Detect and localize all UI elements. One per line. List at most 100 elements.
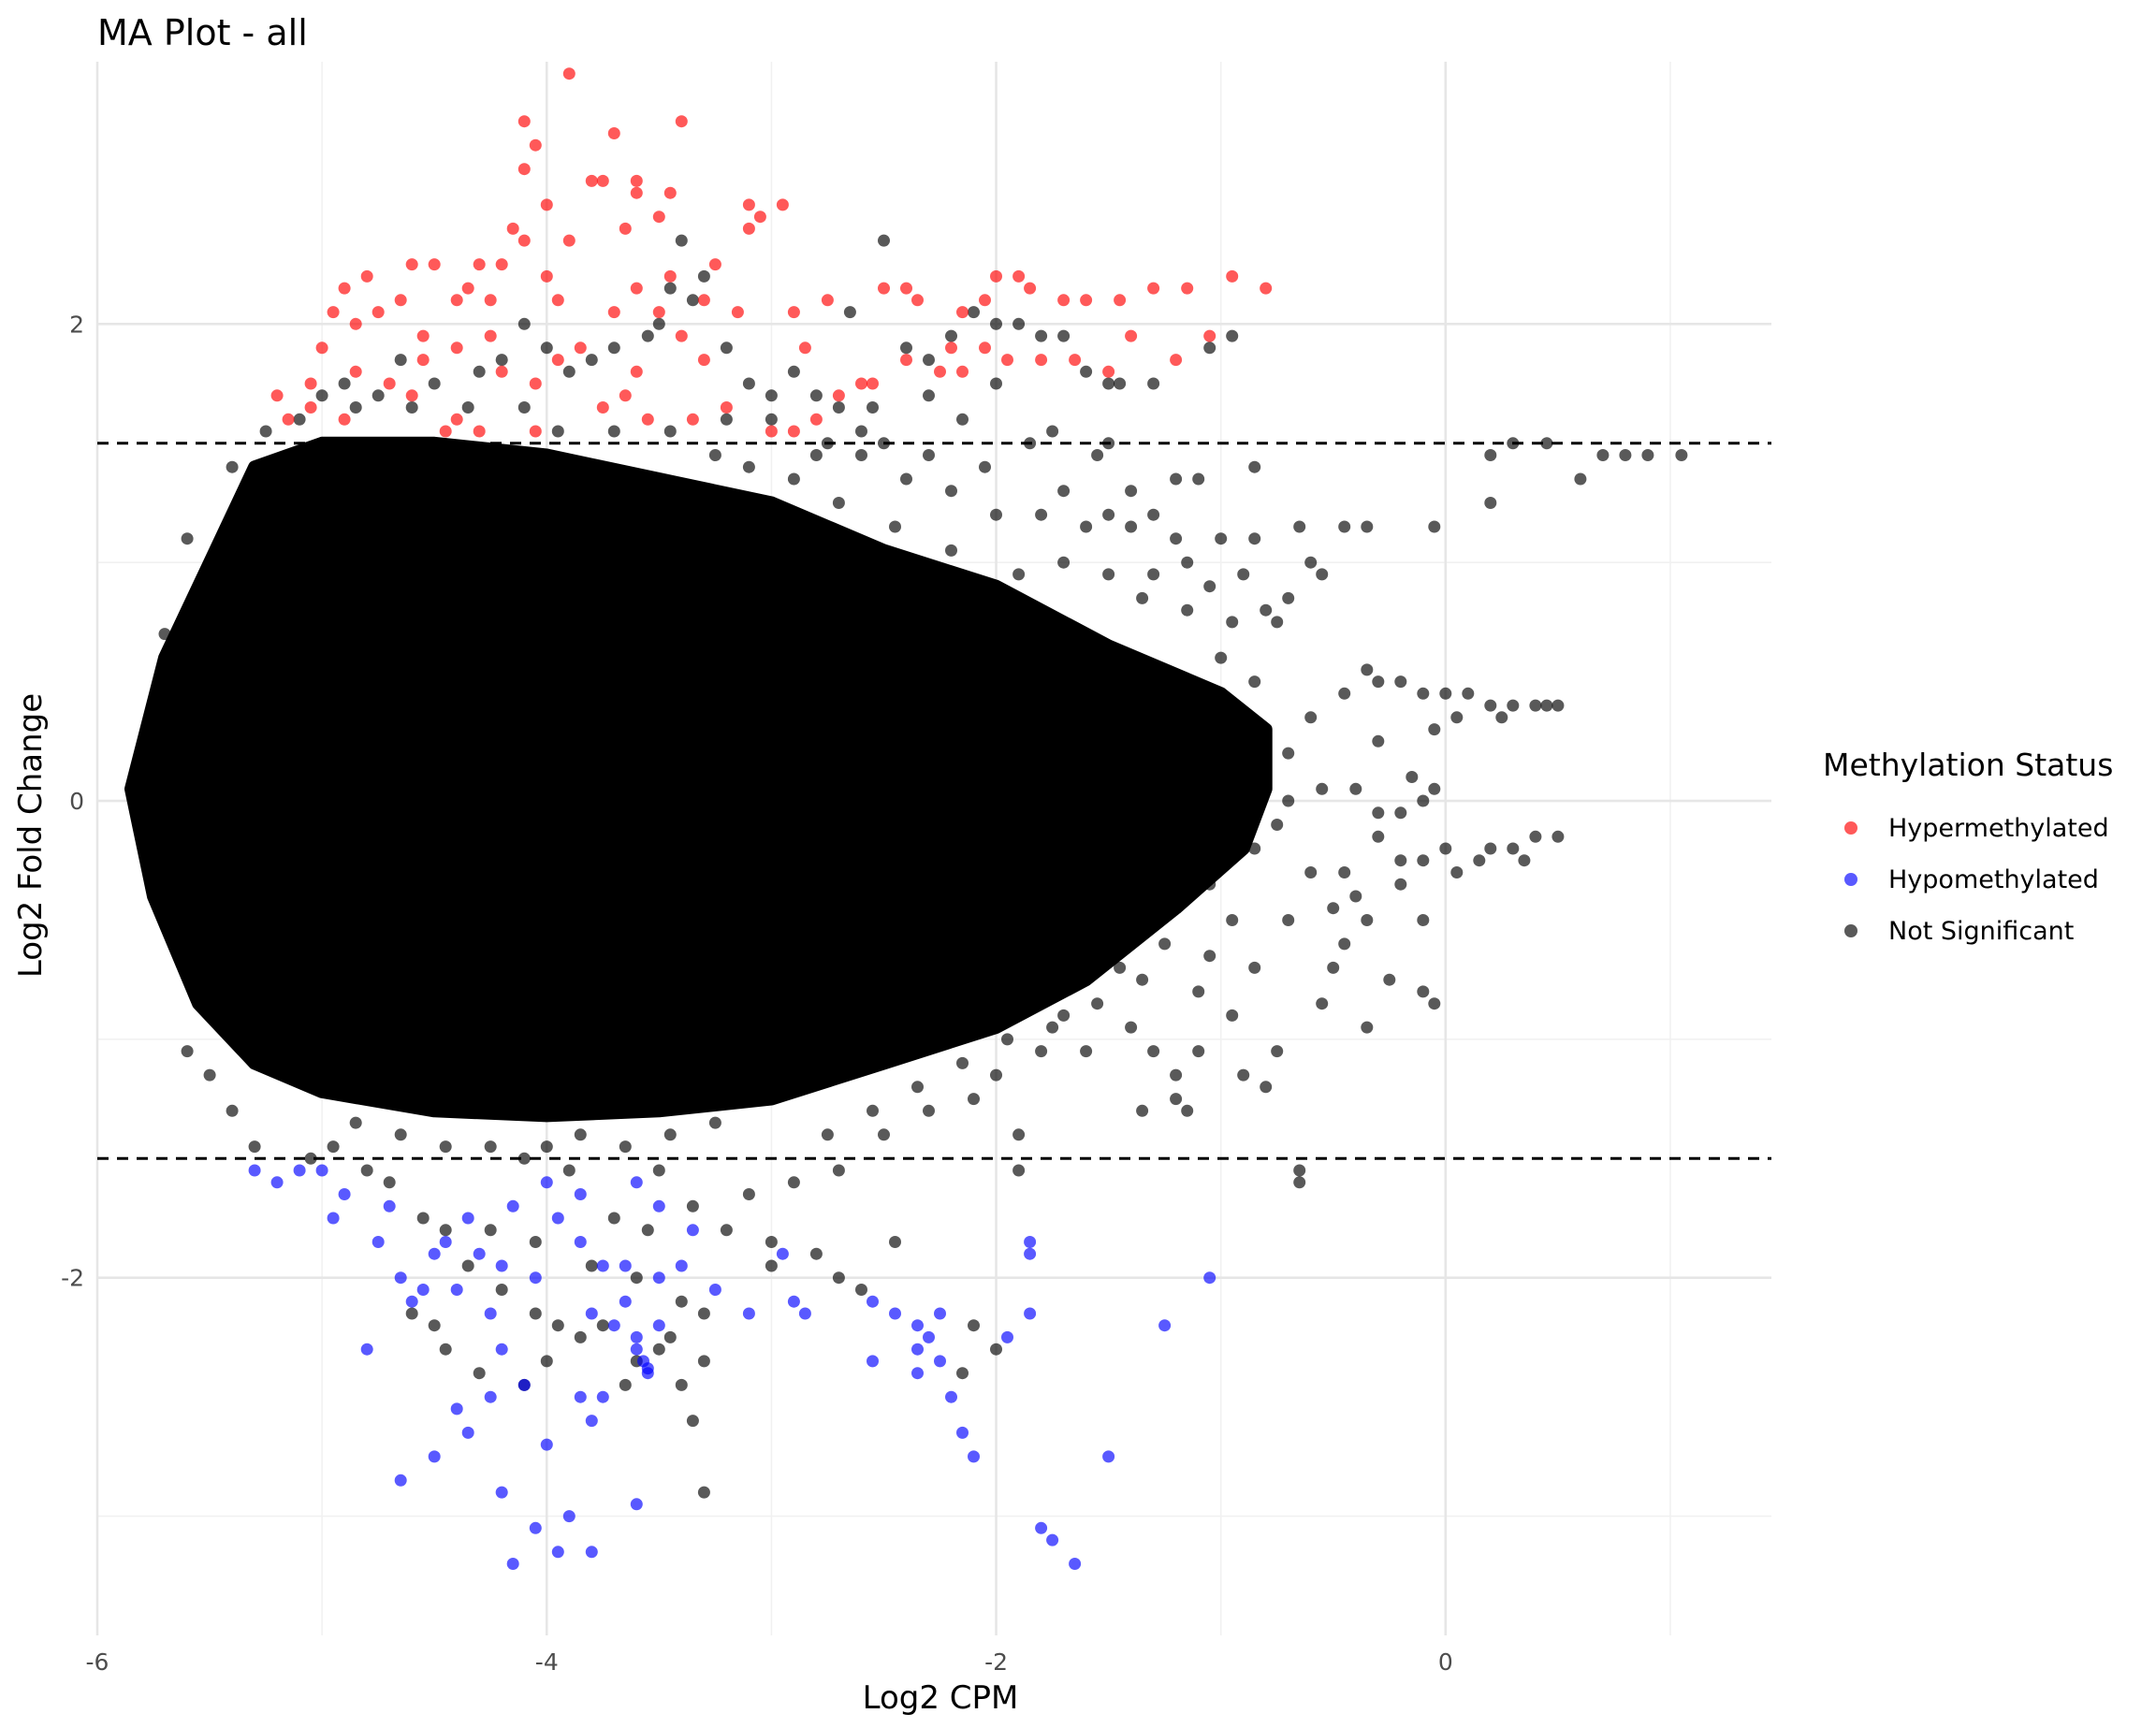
point-hypermethylated	[630, 186, 643, 199]
point-not-significant	[1158, 902, 1172, 915]
point-not-significant	[1304, 556, 1318, 569]
point-not-significant	[1417, 854, 1430, 867]
point-hypermethylated	[832, 389, 845, 402]
point-not-significant	[990, 1068, 1002, 1082]
point-not-significant	[1338, 520, 1351, 533]
point-not-significant	[1372, 734, 1385, 748]
point-hypermethylated	[1260, 282, 1273, 295]
point-not-significant	[787, 1176, 800, 1189]
point-not-significant	[787, 472, 800, 486]
point-not-significant	[1057, 556, 1071, 569]
point-not-significant	[675, 1378, 688, 1391]
point-hypermethylated	[551, 294, 564, 307]
point-hypermethylated	[855, 377, 867, 390]
point-not-significant	[484, 1224, 497, 1237]
point-hypermethylated	[1012, 269, 1026, 283]
point-not-significant	[1147, 568, 1160, 581]
point-not-significant	[1372, 675, 1385, 689]
point-not-significant	[652, 1164, 665, 1177]
point-hypermethylated	[911, 294, 924, 307]
point-not-significant	[765, 1236, 778, 1248]
point-not-significant	[394, 354, 407, 367]
point-not-significant	[1338, 687, 1351, 700]
y-axis-label: Log2 Fold Change	[12, 693, 50, 978]
point-hypomethylated	[495, 1486, 508, 1499]
point-not-significant	[259, 425, 272, 438]
point-not-significant	[1203, 950, 1216, 963]
point-hypermethylated	[450, 413, 463, 426]
point-not-significant	[1080, 520, 1093, 533]
point-not-significant	[540, 1355, 553, 1368]
point-not-significant	[1394, 878, 1407, 891]
point-hypermethylated	[753, 211, 766, 224]
point-not-significant	[1158, 937, 1172, 951]
threshold-lines	[97, 442, 1771, 1160]
point-not-significant	[585, 354, 598, 367]
point-hypermethylated	[945, 341, 957, 355]
point-hypermethylated	[742, 222, 755, 235]
point-not-significant	[1327, 961, 1340, 974]
point-not-significant	[1495, 711, 1508, 724]
point-not-significant	[551, 425, 564, 438]
point-not-significant	[473, 1367, 486, 1380]
point-not-significant	[1260, 1081, 1273, 1094]
point-hypermethylated	[652, 211, 665, 224]
point-not-significant	[742, 460, 755, 473]
point-not-significant	[956, 413, 969, 426]
point-not-significant	[1046, 425, 1059, 438]
point-hypermethylated	[338, 282, 351, 295]
point-hypomethylated	[461, 1212, 474, 1225]
point-hypermethylated	[495, 365, 508, 378]
point-not-significant	[1338, 866, 1351, 879]
tick-labels: -6 -4 -2 0 -2 0 2	[61, 311, 1453, 1676]
point-not-significant	[540, 341, 553, 355]
point-not-significant	[1203, 341, 1216, 355]
point-not-significant	[1147, 377, 1160, 390]
point-hypermethylated	[371, 306, 385, 319]
point-not-significant	[787, 365, 800, 378]
point-not-significant	[405, 1307, 418, 1320]
point-hypomethylated	[1024, 1236, 1037, 1248]
point-hypomethylated	[551, 1546, 564, 1559]
point-not-significant	[1080, 365, 1093, 378]
point-not-significant	[765, 1259, 778, 1272]
point-hypermethylated	[956, 306, 969, 319]
point-not-significant	[585, 1259, 598, 1272]
point-hypomethylated	[428, 1450, 441, 1463]
point-hypomethylated	[945, 1390, 957, 1403]
x-tick-label: -6	[86, 1648, 109, 1676]
point-hypermethylated	[742, 198, 755, 211]
point-not-significant	[338, 377, 351, 390]
point-hypermethylated	[270, 389, 284, 402]
point-not-significant	[641, 329, 654, 342]
point-not-significant	[1361, 914, 1374, 926]
point-not-significant	[304, 1152, 317, 1165]
point-hypermethylated	[1114, 294, 1127, 307]
point-hypomethylated	[540, 1438, 553, 1451]
point-not-significant	[1102, 377, 1115, 390]
point-hypermethylated	[473, 425, 486, 438]
point-hypermethylated	[776, 198, 789, 211]
point-not-significant	[1293, 1176, 1306, 1189]
point-not-significant	[663, 282, 677, 295]
point-hypomethylated	[1046, 1533, 1059, 1546]
point-hypomethylated	[637, 1355, 649, 1368]
point-hypermethylated	[416, 354, 430, 367]
point-not-significant	[619, 1140, 632, 1154]
point-not-significant	[1114, 377, 1127, 390]
point-not-significant	[1271, 819, 1284, 831]
point-hypomethylated	[562, 1510, 575, 1523]
point-hypermethylated	[540, 269, 553, 283]
point-hypomethylated	[630, 1343, 643, 1356]
point-hypermethylated	[360, 269, 373, 283]
point-hypomethylated	[416, 1284, 430, 1296]
point-hypomethylated	[248, 1164, 261, 1177]
point-not-significant	[1226, 616, 1239, 629]
point-not-significant	[1012, 1164, 1026, 1177]
point-hypermethylated	[450, 341, 463, 355]
point-hypermethylated	[765, 425, 778, 438]
point-hypermethylated	[416, 329, 430, 342]
point-hypermethylated	[1102, 365, 1115, 378]
point-hypomethylated	[708, 1284, 721, 1296]
